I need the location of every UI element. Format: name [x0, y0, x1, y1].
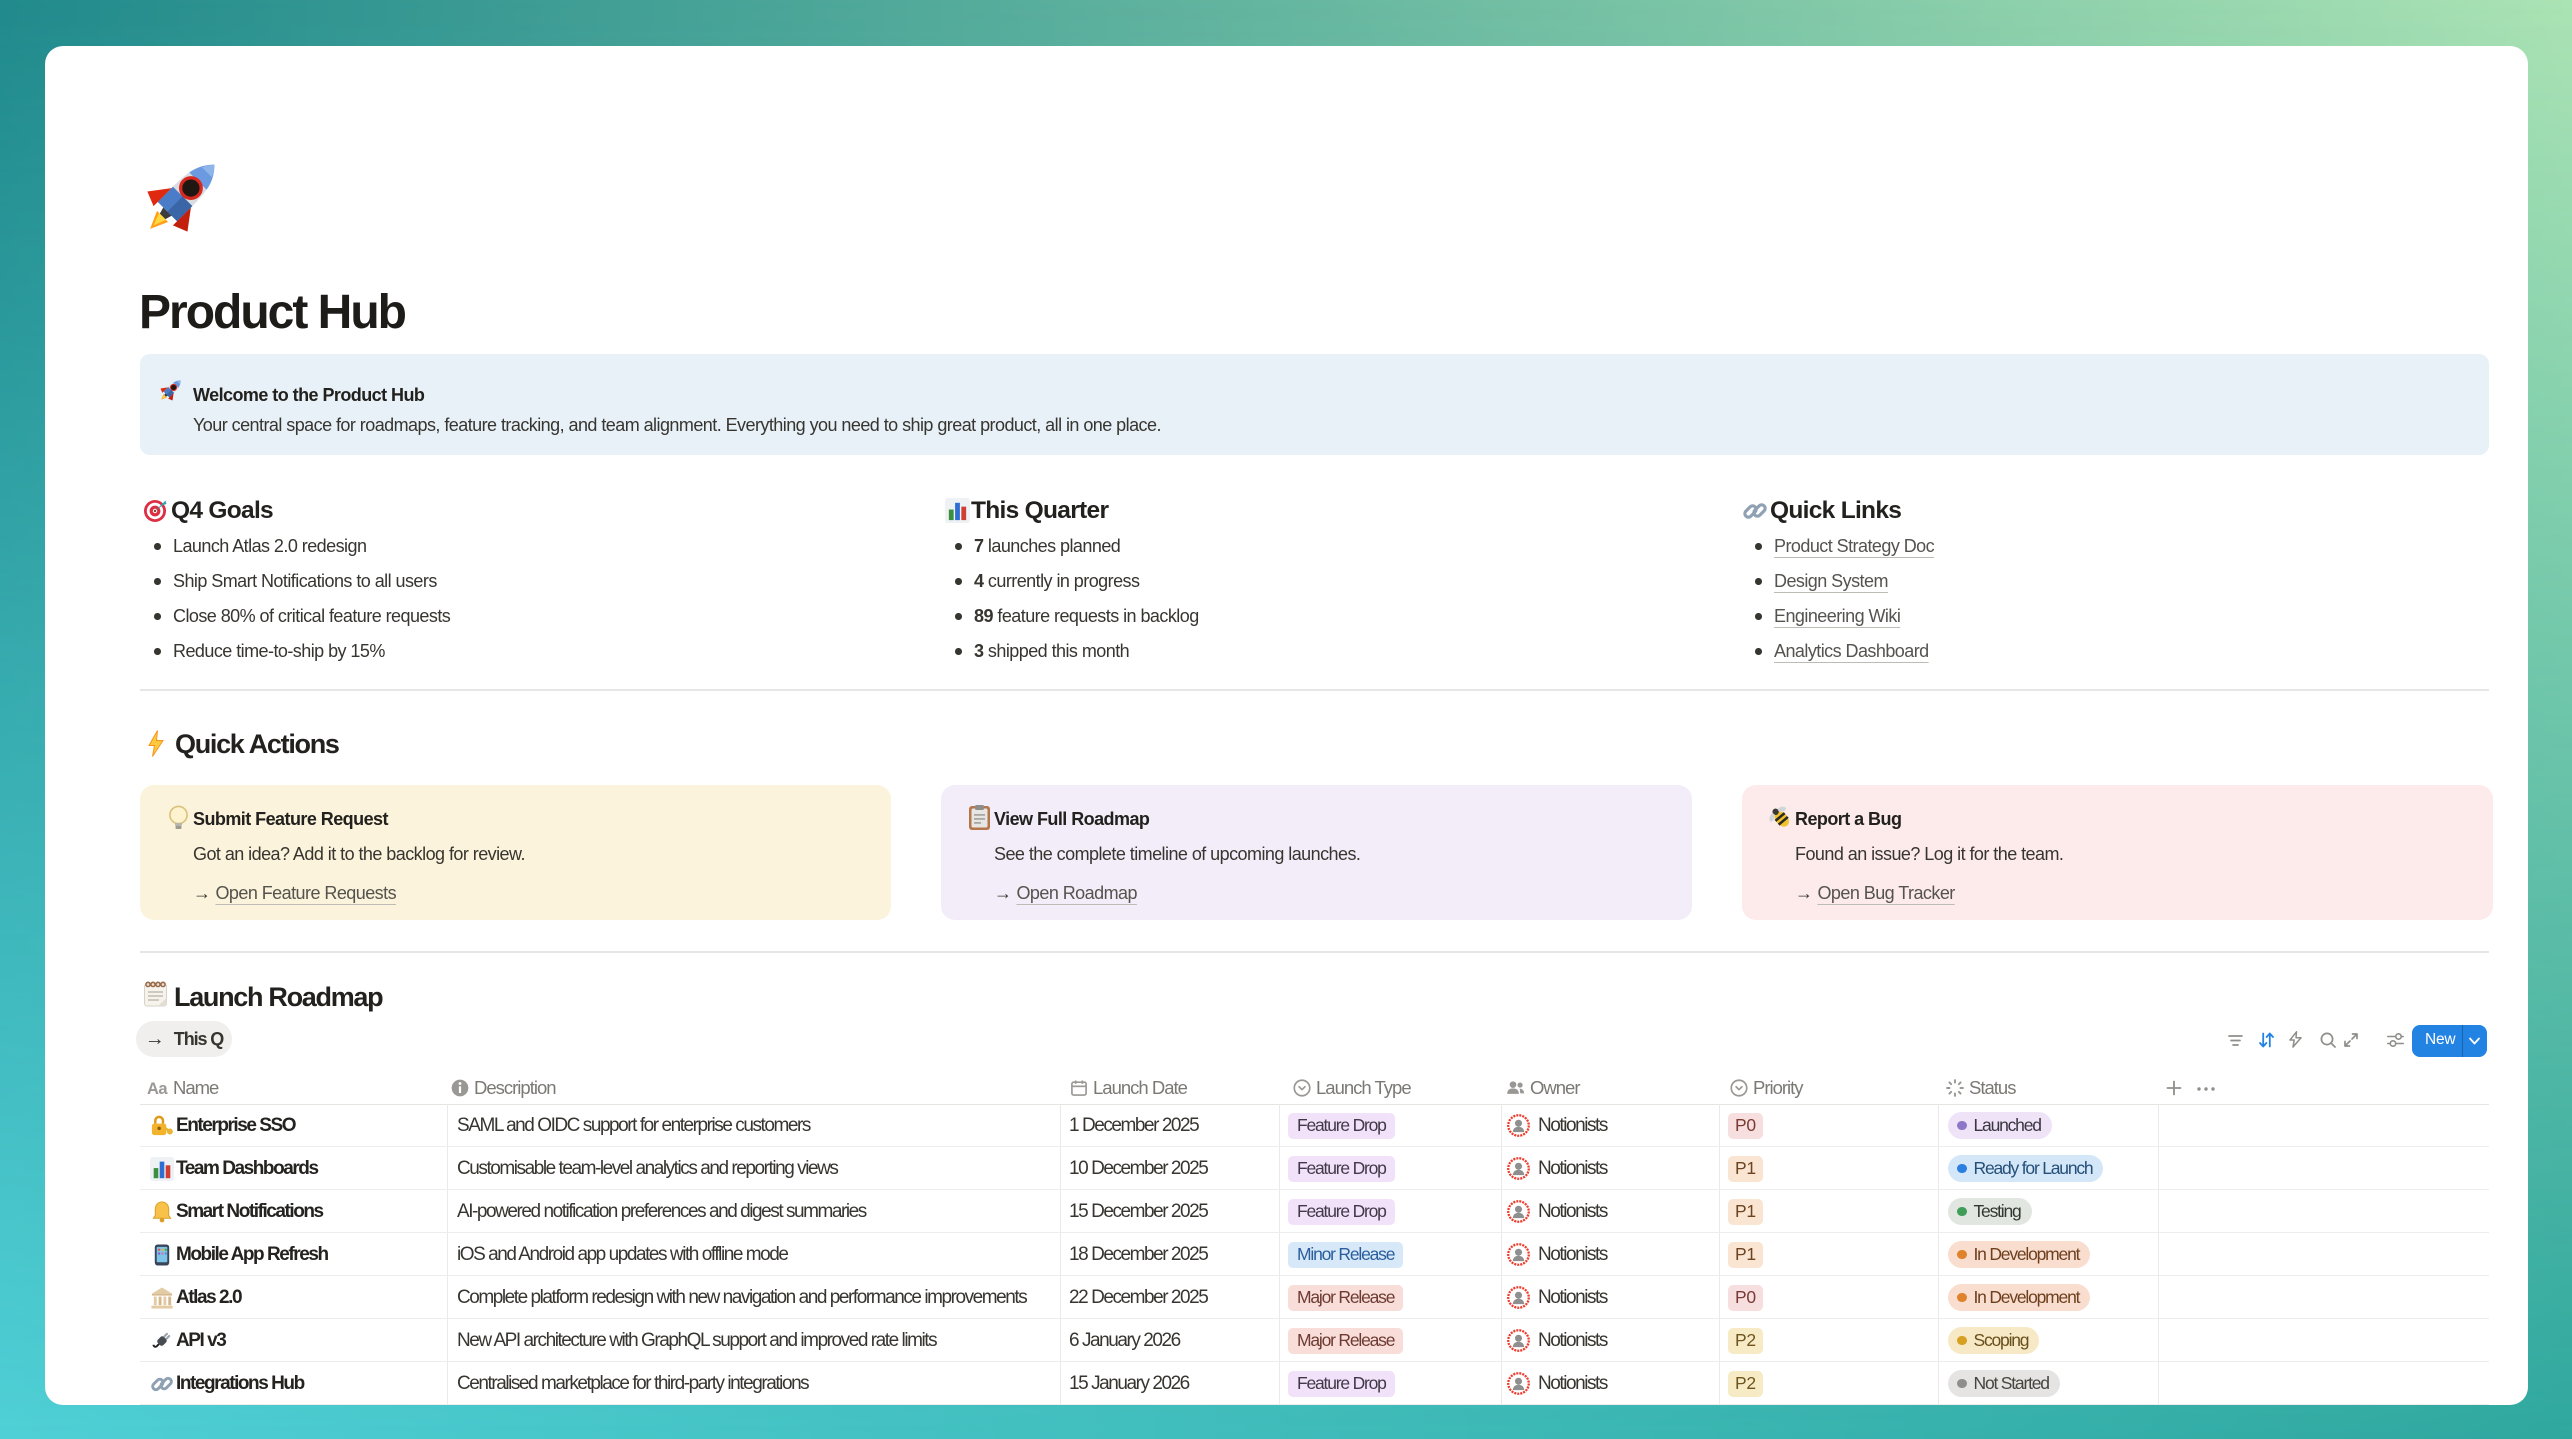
svg-text:Aa: Aa	[147, 1080, 168, 1098]
